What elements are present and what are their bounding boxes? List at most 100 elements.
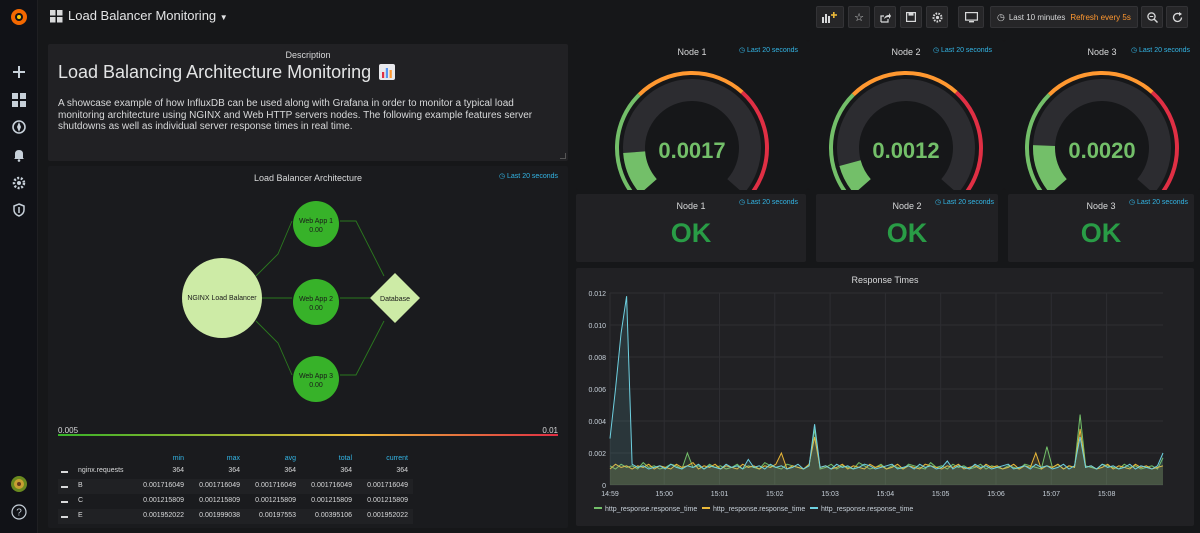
legend-value: 364 <box>228 467 240 474</box>
gauge-value-fill <box>623 150 658 190</box>
gauge-threshold-orange <box>851 71 958 97</box>
legend-value: 0.001952022 <box>367 512 408 519</box>
edge-web3-db <box>340 320 385 376</box>
y-tick-label: 0.004 <box>588 419 606 426</box>
star-icon: ☆ <box>854 11 864 24</box>
architecture-panel: Load Balancer Architecture ◷ Last 20 sec… <box>48 166 568 528</box>
resize-handle[interactable] <box>560 153 566 159</box>
refresh-button[interactable] <box>1166 6 1188 28</box>
web-app-1-node[interactable] <box>293 201 339 247</box>
panel-title: Node 3 <box>1086 201 1116 211</box>
legend-row[interactable]: C 0.001215809 0.001215809 0.001215809 0.… <box>58 494 413 509</box>
legend-value: 0.001716049 <box>143 482 184 489</box>
panel-title: Node 3 <box>1087 47 1117 57</box>
legend-header[interactable]: max <box>226 455 240 462</box>
legend-value: 364 <box>396 467 408 474</box>
panel-title: Node 2 <box>892 201 922 211</box>
legend-value: 364 <box>172 467 184 474</box>
edge-nginx-web1 <box>255 220 293 277</box>
legend-header-row: min max avg total current <box>58 452 413 467</box>
panel-title: Node 2 <box>891 47 921 57</box>
time-override-note: ◷ Last 20 seconds <box>932 47 992 54</box>
status-value: OK <box>886 218 928 248</box>
legend-series-name: http_response.response_time <box>713 506 805 513</box>
legend-table: min max avg total current nginx.requests… <box>58 452 418 528</box>
panel-title: Node 1 <box>677 47 707 57</box>
dashboards-icon[interactable] <box>9 90 29 110</box>
legend-series-name: E <box>78 512 83 519</box>
cog-icon <box>932 12 942 22</box>
gauge-threshold-green <box>615 93 641 190</box>
legend-header[interactable]: current <box>386 455 408 462</box>
settings-button[interactable] <box>926 6 948 28</box>
time-override-text: Last 20 seconds <box>941 47 992 54</box>
dashboard-title[interactable]: Load Balancer Monitoring ▼ <box>68 8 228 23</box>
web-app-1-label: Web App 1 <box>299 218 333 225</box>
time-override-text: Last 20 seconds <box>507 173 558 180</box>
response-times-panel: Response Times 0 0.002 0.004 0.006 0.008 0.01… <box>576 268 1194 526</box>
series-swatch <box>61 486 68 488</box>
legend-header[interactable]: min <box>172 455 184 462</box>
legend-series-name: http_response.response_time <box>821 506 913 513</box>
legend-row[interactable]: B 0.001716049 0.001716049 0.001716049 0.… <box>58 479 413 494</box>
description-body: A showcase example of how InfluxDB can b… <box>58 98 533 132</box>
shield-icon[interactable] <box>9 200 29 220</box>
web-app-3-label: Web App 3 <box>299 373 333 380</box>
legend-header[interactable]: avg <box>284 455 296 462</box>
legend-value: 0.00395106 <box>315 512 352 519</box>
web-app-2-node[interactable] <box>293 279 339 325</box>
gear-icon[interactable] <box>9 173 29 193</box>
scale-min-label: 0.005 <box>58 426 79 435</box>
add-panel-button[interactable] <box>816 6 844 28</box>
tv-mode-button[interactable] <box>958 6 984 28</box>
grafana-logo-icon[interactable] <box>9 7 29 27</box>
star-button[interactable]: ☆ <box>848 6 870 28</box>
legend-value: 0.001716049 <box>255 482 296 489</box>
legend-series-name: B <box>78 482 83 489</box>
legend-row[interactable]: nginx.requests 364 364 364 364 364 <box>58 464 413 479</box>
gauge-value-text: 0.0020 <box>1068 138 1135 163</box>
web-app-2-label: Web App 2 <box>299 296 333 303</box>
gauge-threshold-green <box>829 93 855 190</box>
x-tick-label: 15:00 <box>655 491 673 498</box>
database-node[interactable] <box>370 273 420 323</box>
time-override-note: ◷ Last 20 seconds <box>498 173 558 180</box>
y-tick-label: 0.008 <box>588 355 606 362</box>
plus-icon[interactable] <box>9 62 29 82</box>
sidebar: ? <box>0 0 38 533</box>
save-button[interactable] <box>900 6 922 28</box>
description-heading: Load Balancing Architecture Monitoring <box>58 62 396 85</box>
gauge-value-text: 0.0012 <box>872 138 939 163</box>
nginx-node[interactable] <box>182 258 262 338</box>
response-times-chart[interactable]: 0 0.002 0.004 0.006 0.008 0.010 0.012 14:59 15:0… <box>576 268 1194 526</box>
save-icon <box>906 12 916 22</box>
x-tick-label: 15:06 <box>987 491 1005 498</box>
time-picker-button[interactable]: ◷ Last 10 minutes Refresh every 5s <box>990 6 1138 28</box>
avatar[interactable] <box>9 474 29 494</box>
svg-text:?: ? <box>16 508 22 519</box>
description-panel: Description Load Balancing Architecture … <box>48 44 568 161</box>
web-app-1-value: 0.00 <box>309 227 323 234</box>
legend-value: 0.001716049 <box>199 482 240 489</box>
zoom-out-button[interactable] <box>1141 6 1163 28</box>
bell-icon[interactable] <box>9 145 29 165</box>
legend-row[interactable]: E 0.001952022 0.001999038 0.00197553 0.0… <box>58 509 413 524</box>
y-tick-label: 0.006 <box>588 387 606 394</box>
web-app-3-node[interactable] <box>293 356 339 402</box>
gauge-track <box>837 79 975 190</box>
gauge-track <box>623 79 761 190</box>
share-button[interactable] <box>874 6 896 28</box>
compass-icon[interactable] <box>9 117 29 137</box>
legend-header[interactable]: total <box>338 455 352 462</box>
time-override-note: ◷ Last 20 seconds <box>1130 47 1190 54</box>
description-heading-text: Load Balancing Architecture Monitoring <box>58 62 372 82</box>
help-icon[interactable]: ? <box>9 502 29 522</box>
gauge: 0.0017 <box>615 71 769 190</box>
legend-value: 0.001716049 <box>367 482 408 489</box>
legend-series-name: nginx.requests <box>78 467 124 474</box>
refresh-icon <box>1172 11 1182 22</box>
time-override-text: Last 20 seconds <box>747 199 798 206</box>
gauge: 0.0012 <box>829 71 983 190</box>
time-override-note: ◷ Last 20 seconds <box>738 47 798 54</box>
x-tick-label: 14:59 <box>601 491 619 498</box>
